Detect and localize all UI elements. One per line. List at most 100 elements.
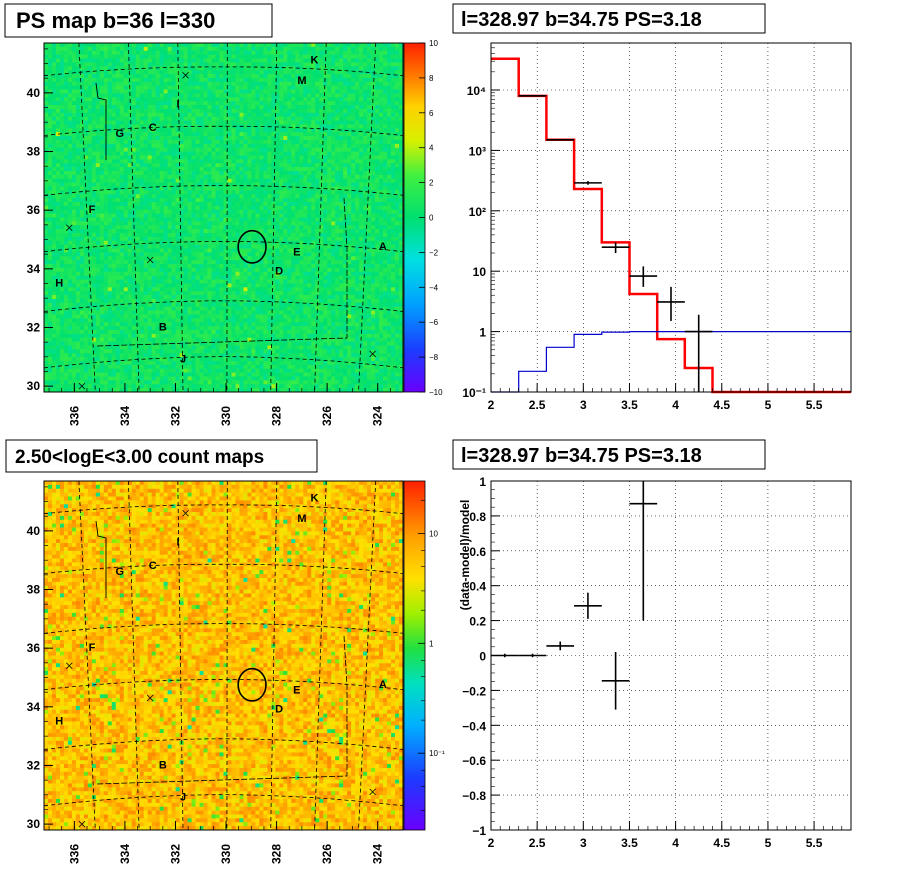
heatmap-cell	[123, 233, 129, 238]
heatmap-cell	[247, 333, 252, 339]
heatmap-cell	[123, 372, 129, 377]
heatmap-cell	[155, 233, 161, 238]
heatmap-cell	[227, 170, 232, 176]
heatmap-cell	[95, 326, 101, 331]
heatmap-cell	[183, 182, 188, 187]
heatmap-cell	[263, 58, 268, 63]
heatmap-cell	[179, 182, 184, 187]
heatmap-cell	[247, 217, 252, 222]
heatmap-cell	[231, 132, 236, 137]
heatmap-cell	[255, 267, 260, 273]
heatmap-cell	[263, 209, 268, 214]
heatmap-cell	[215, 221, 220, 226]
heatmap-cell	[139, 360, 145, 366]
heatmap-cell	[111, 170, 117, 176]
heatmap-cell	[99, 295, 105, 300]
heatmap-cell	[63, 349, 69, 354]
heatmap-cell	[147, 275, 153, 280]
heatmap-cell	[191, 66, 196, 71]
heatmap-cell	[91, 233, 97, 238]
heatmap-cell	[143, 62, 149, 67]
heatmap-cell	[171, 139, 176, 145]
heatmap-cell	[207, 322, 212, 327]
heatmap-cell	[63, 74, 69, 79]
heatmap-cell	[219, 291, 224, 296]
heatmap-cell	[135, 155, 141, 160]
heatmap-cell	[159, 101, 165, 106]
heatmap-cell	[211, 205, 216, 211]
heatmap-cell	[187, 112, 192, 118]
heatmap-cell	[243, 178, 248, 183]
heatmap-cell	[79, 368, 85, 373]
heatmap-cell	[183, 248, 188, 253]
heatmap-cell	[155, 267, 161, 273]
heatmap-cell	[199, 58, 204, 63]
heatmap-cell	[83, 287, 89, 292]
heatmap-cell	[55, 267, 61, 273]
heatmap-cell	[219, 357, 224, 362]
heatmap-cell	[59, 217, 65, 222]
heatmap-cell	[71, 151, 77, 156]
heatmap-cell	[199, 271, 204, 277]
heatmap-cell	[223, 364, 228, 370]
heatmap-cell	[107, 198, 113, 203]
heatmap-cell	[195, 240, 200, 245]
heatmap-cell	[63, 260, 69, 265]
heatmap-cell	[139, 213, 145, 218]
heatmap-cell	[95, 314, 101, 319]
heatmap-cell	[159, 201, 165, 207]
heatmap-cell	[111, 283, 117, 288]
heatmap-cell	[71, 357, 77, 362]
heatmap-cell	[175, 345, 180, 350]
heatmap-cell	[111, 295, 117, 300]
heatmap-cell	[227, 291, 232, 296]
heatmap-cell	[223, 244, 228, 249]
heatmap-cell	[83, 174, 89, 180]
heatmap-cell	[203, 112, 208, 118]
heatmap-cell	[247, 58, 252, 63]
heatmap-cell	[247, 264, 252, 269]
heatmap-cell	[91, 97, 97, 102]
heatmap-cell	[59, 360, 65, 366]
heatmap-cell	[95, 248, 101, 253]
heatmap-cell	[47, 380, 53, 385]
heatmap-cell	[111, 108, 117, 114]
heatmap-cell	[159, 89, 165, 94]
heatmap-cell	[191, 132, 196, 137]
heatmap-cell	[155, 221, 161, 226]
heatmap-cell	[247, 159, 252, 164]
heatmap-cell	[207, 124, 212, 129]
heatmap-cell	[207, 74, 212, 79]
heatmap-cell	[127, 178, 133, 183]
heatmap-cell	[155, 372, 161, 377]
heatmap-cell	[51, 353, 57, 358]
heatmap-cell	[235, 298, 240, 304]
heatmap-cell	[131, 163, 137, 168]
heatmap-cell	[131, 186, 137, 191]
heatmap-cell	[99, 77, 105, 83]
heatmap-cell	[91, 295, 97, 300]
heatmap-cell	[175, 291, 180, 296]
heatmap-cell	[91, 54, 97, 59]
heatmap-cell	[191, 50, 196, 55]
heatmap-cell	[235, 248, 240, 253]
heatmap-cell	[79, 182, 85, 187]
heatmap-cell	[179, 236, 184, 242]
heatmap-cell	[67, 244, 73, 249]
heatmap-cell	[63, 360, 69, 366]
heatmap-cell	[167, 310, 172, 315]
heatmap-cell	[259, 205, 264, 211]
heatmap-cell	[115, 302, 121, 308]
heatmap-cell	[107, 108, 113, 114]
heatmap-cell	[231, 341, 236, 346]
heatmap-cell	[75, 236, 81, 242]
heatmap-cell	[115, 46, 121, 52]
heatmap-cell	[183, 147, 188, 152]
heatmap-cell	[159, 314, 165, 319]
heatmap-cell	[71, 163, 77, 168]
heatmap-cell	[115, 170, 121, 176]
heatmap-cell	[59, 205, 65, 211]
heatmap-cell	[243, 66, 248, 71]
heatmap-cell	[219, 205, 224, 211]
heatmap-cell	[195, 116, 200, 121]
